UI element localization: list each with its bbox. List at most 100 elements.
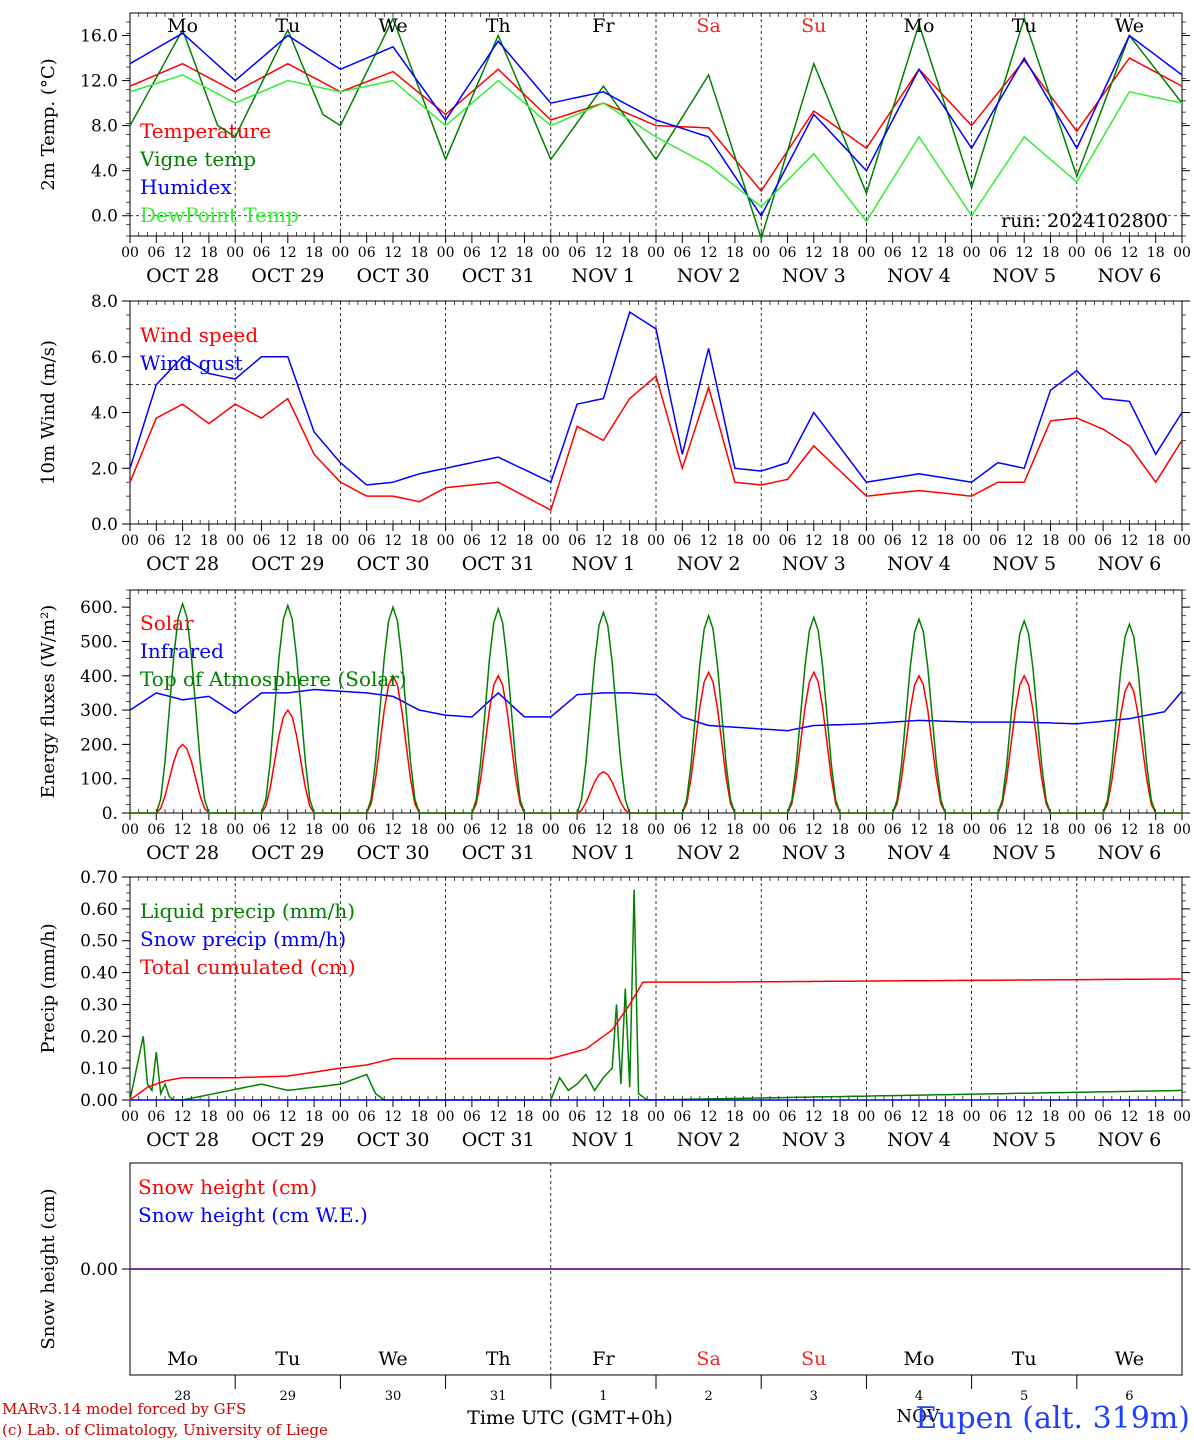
hour-label: 12 <box>805 822 823 838</box>
hour-label: 18 <box>1042 822 1060 838</box>
date-label: NOV 4 <box>887 1129 951 1151</box>
ytick-label: 0.0 <box>91 515 118 535</box>
hour-label: 00 <box>857 822 875 838</box>
hour-label: 00 <box>437 245 455 261</box>
date-label: OCT 30 <box>356 553 429 575</box>
ytick-label: 0.00 <box>80 1260 118 1280</box>
hour-label: 18 <box>621 245 639 261</box>
date-number: 28 <box>174 1389 191 1404</box>
ytick-label: 100. <box>80 770 118 790</box>
panel-4: 0.00 0.10 0.20 0.30 0.40 0.50 0.60 0.70 Precip (… <box>38 868 1191 1151</box>
hour-label: 06 <box>358 245 376 261</box>
hour-label: 18 <box>516 1109 534 1125</box>
hour-label: 12 <box>1120 533 1138 549</box>
date-label: OCT 31 <box>462 842 535 864</box>
date-label: NOV 4 <box>887 265 951 287</box>
date-label: OCT 28 <box>146 265 219 287</box>
legend-entry: Snow precip (mm/h) <box>140 927 346 951</box>
hour-label: 00 <box>963 245 981 261</box>
date-label: NOV 5 <box>992 842 1056 864</box>
hour-label: 18 <box>305 822 323 838</box>
hour-label: 00 <box>647 1109 665 1125</box>
hour-label: 06 <box>358 822 376 838</box>
date-label: OCT 28 <box>146 553 219 575</box>
ytick-label: 400. <box>80 667 118 687</box>
legend-entry: Vigne temp <box>139 147 256 171</box>
hour-label: 06 <box>884 1109 902 1125</box>
date-label: OCT 28 <box>146 1129 219 1151</box>
hour-label: 00 <box>1173 822 1191 838</box>
hour-label: 00 <box>121 533 139 549</box>
date-label: NOV 6 <box>1098 1129 1162 1151</box>
hour-label: 18 <box>516 822 534 838</box>
legend-entry: Liquid precip (mm/h) <box>140 899 355 923</box>
hour-label: 06 <box>673 245 691 261</box>
date-label: NOV 5 <box>992 1129 1056 1151</box>
hour-label: 06 <box>568 822 586 838</box>
hour-label: 12 <box>174 533 192 549</box>
date-number: 4 <box>915 1389 923 1404</box>
ytick-label: 8.0 <box>91 292 118 312</box>
y-axis-label: 10m Wind (m/s) <box>38 340 59 485</box>
date-label: NOV 2 <box>677 842 741 864</box>
hour-label: 18 <box>1147 822 1165 838</box>
series-line <box>129 32 1183 218</box>
date-label: NOV 3 <box>782 265 846 287</box>
hour-label: 06 <box>253 822 271 838</box>
legend-entry: Top of Atmosphere (Solar) <box>140 667 407 691</box>
hour-label: 18 <box>1147 245 1165 261</box>
date-number: 31 <box>490 1389 507 1404</box>
legend-entry: Snow height (cm W.E.) <box>138 1203 368 1227</box>
date-label: NOV 4 <box>887 553 951 575</box>
y-axis-label: 2m Temp. (°C) <box>38 58 59 190</box>
series-line <box>129 374 1183 512</box>
hour-label: 06 <box>147 533 165 549</box>
hour-label: 00 <box>963 1109 981 1125</box>
ytick-label: 0.0 <box>91 207 118 227</box>
day-label-top: Th <box>486 15 511 37</box>
hour-label: 06 <box>673 1109 691 1125</box>
hour-label: 06 <box>147 1109 165 1125</box>
date-label: OCT 29 <box>251 553 324 575</box>
date-number: 29 <box>280 1389 297 1404</box>
hour-label: 12 <box>805 533 823 549</box>
ytick-label: 300. <box>80 701 118 721</box>
panel-frame <box>129 589 1183 814</box>
hour-label: 12 <box>384 245 402 261</box>
hour-label: 00 <box>752 245 770 261</box>
ytick-label: 0.60 <box>80 900 118 920</box>
hour-label: 12 <box>805 1109 823 1125</box>
hour-label: 18 <box>621 533 639 549</box>
ytick-label: 0.70 <box>80 868 118 888</box>
hour-label: 06 <box>779 1109 797 1125</box>
hour-label: 18 <box>726 822 744 838</box>
hour-label: 18 <box>1042 533 1060 549</box>
legend-entry: Snow height (cm) <box>138 1175 317 1199</box>
hour-label: 12 <box>384 533 402 549</box>
hour-label: 06 <box>568 1109 586 1125</box>
hour-label: 00 <box>542 1109 560 1125</box>
hour-label: 06 <box>989 245 1007 261</box>
ytick-label: 200. <box>80 735 118 755</box>
day-label-top: Su <box>801 15 826 37</box>
day-label-bottom: Tu <box>1012 1348 1037 1370</box>
day-label-top: We <box>378 15 407 37</box>
hour-label: 00 <box>331 533 349 549</box>
hour-label: 18 <box>726 1109 744 1125</box>
hour-label: 00 <box>857 533 875 549</box>
ytick-label: 2.0 <box>91 459 118 479</box>
ytick-label: 500. <box>80 632 118 652</box>
date-label: NOV 3 <box>782 1129 846 1151</box>
hour-label: 12 <box>700 245 718 261</box>
hour-label: 18 <box>936 1109 954 1125</box>
hour-label: 00 <box>647 533 665 549</box>
ytick-label: 0.40 <box>80 964 118 984</box>
hour-label: 18 <box>831 1109 849 1125</box>
hour-label: 12 <box>1015 1109 1033 1125</box>
hour-label: 12 <box>594 1109 612 1125</box>
date-label: OCT 28 <box>146 842 219 864</box>
date-label: OCT 29 <box>251 265 324 287</box>
hour-label: 00 <box>857 1109 875 1125</box>
ytick-label: 600. <box>80 598 118 618</box>
hour-label: 18 <box>1042 245 1060 261</box>
